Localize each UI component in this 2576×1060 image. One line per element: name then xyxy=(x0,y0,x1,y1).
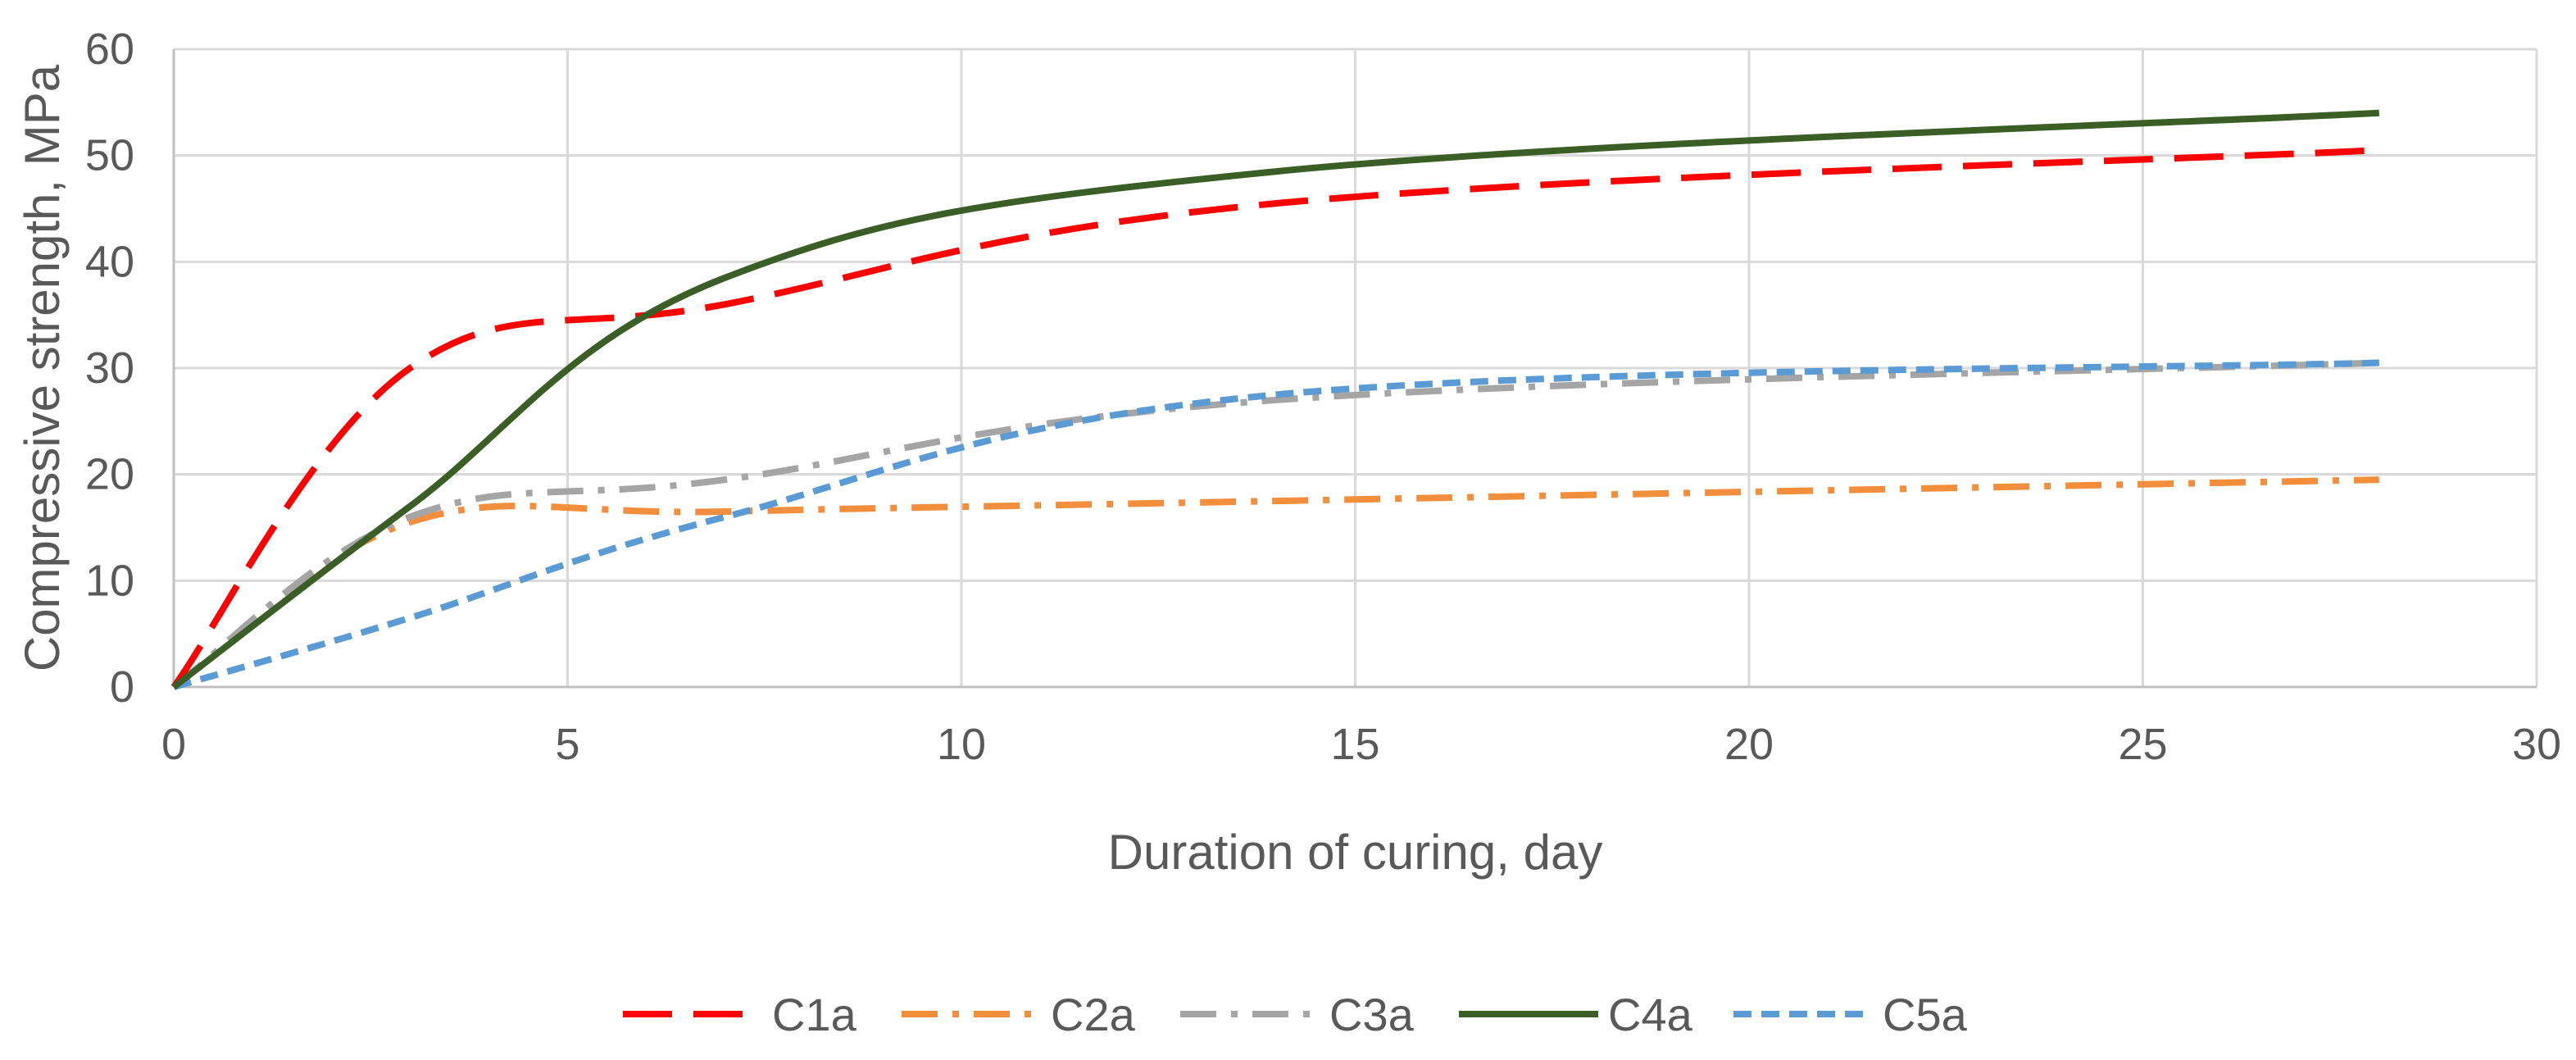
x-tick-label: 10 xyxy=(937,720,986,769)
x-tick-label: 20 xyxy=(1724,720,1774,769)
y-tick-label: 10 xyxy=(85,556,134,605)
tick-labels: 0 5 10 15 20 25 30 0 10 20 30 40 50 60 xyxy=(85,25,2561,769)
legend: C1a C2a C3a C4a C5a xyxy=(623,989,1968,1040)
x-tick-label: 25 xyxy=(2118,720,2167,769)
x-tick-label: 15 xyxy=(1330,720,1379,769)
series-line-c4a xyxy=(171,109,2380,690)
y-tick-label: 20 xyxy=(85,450,134,499)
legend-label-c3a: C3a xyxy=(1329,989,1415,1040)
y-tick-label: 40 xyxy=(85,237,134,286)
y-tick-label: 0 xyxy=(110,662,134,712)
legend-label-c1a: C1a xyxy=(772,989,857,1040)
y-tick-label: 60 xyxy=(85,25,134,74)
y-axis-title: Compressive strength, MPa xyxy=(15,64,70,671)
x-tick-label: 5 xyxy=(555,720,579,769)
x-tick-label: 30 xyxy=(2512,720,2561,769)
series-lines xyxy=(170,109,2380,690)
x-tick-label: 0 xyxy=(161,720,186,769)
legend-label-c4a: C4a xyxy=(1608,989,1693,1040)
series-line-c1a xyxy=(170,147,2379,689)
x-axis-title: Duration of curing, day xyxy=(1108,825,1603,880)
axes xyxy=(172,49,2537,689)
series-line-c5a xyxy=(172,359,2379,690)
y-tick-label: 50 xyxy=(85,131,134,180)
y-tick-label: 30 xyxy=(85,343,134,393)
legend-label-c2a: C2a xyxy=(1051,989,1136,1040)
series-line-c3a xyxy=(171,359,2379,690)
legend-label-c5a: C5a xyxy=(1883,989,1968,1040)
